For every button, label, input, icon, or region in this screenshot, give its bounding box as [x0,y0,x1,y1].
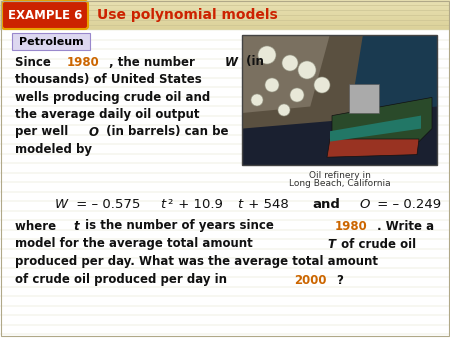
Circle shape [298,61,316,79]
Text: Long Beach, California: Long Beach, California [289,179,390,189]
Text: 1980: 1980 [67,55,99,69]
Text: = – 0.249: = – 0.249 [373,198,441,212]
Text: t: t [73,219,79,233]
Text: t: t [160,198,166,212]
Text: Use polynomial models: Use polynomial models [97,8,278,23]
Text: EXAMPLE 6: EXAMPLE 6 [8,9,82,22]
Text: (in barrels) can be: (in barrels) can be [102,125,229,139]
Polygon shape [330,116,421,142]
Text: is the number of years since: is the number of years since [81,219,278,233]
Text: W: W [55,198,68,212]
Text: of crude oil: of crude oil [338,238,417,250]
Text: 2000: 2000 [294,273,326,287]
Text: (in: (in [242,55,264,69]
FancyBboxPatch shape [12,33,90,50]
Polygon shape [242,35,330,113]
Text: thousands) of United States: thousands) of United States [15,73,202,86]
Text: T: T [327,238,335,250]
Text: per well: per well [15,125,72,139]
Bar [242,35,437,165]
Text: the average daily oil output: the average daily oil output [15,108,199,121]
Text: , the number: , the number [109,55,199,69]
Polygon shape [242,35,437,126]
Text: . Write a: . Write a [377,219,434,233]
Circle shape [265,78,279,92]
Circle shape [278,104,290,116]
Text: modeled by: modeled by [15,143,92,156]
Text: model for the average total amount: model for the average total amount [15,238,257,250]
Circle shape [314,77,330,93]
Text: wells producing crude oil and: wells producing crude oil and [15,91,210,103]
Text: Oil refinery in: Oil refinery in [309,170,370,179]
Text: W: W [225,55,238,69]
Circle shape [290,88,304,102]
Text: + 548: + 548 [244,198,297,212]
Text: O: O [360,198,370,212]
Circle shape [251,94,263,106]
Text: Petroleum: Petroleum [19,37,83,47]
Polygon shape [327,139,419,157]
Text: and: and [312,198,340,212]
Text: of crude oil produced per day in: of crude oil produced per day in [15,273,231,287]
Text: where: where [15,219,60,233]
Text: ²: ² [167,198,172,212]
Polygon shape [332,97,432,142]
Bar [242,35,437,165]
Text: = – 0.575: = – 0.575 [72,198,140,212]
Text: produced per day. What was the average total amount: produced per day. What was the average t… [15,256,378,268]
Bar [349,84,378,113]
Text: + 10.9: + 10.9 [174,198,223,212]
Circle shape [258,46,276,64]
Circle shape [282,55,298,71]
FancyBboxPatch shape [2,1,88,29]
Text: t: t [237,198,242,212]
Text: Since: Since [15,55,55,69]
Text: ?: ? [336,273,343,287]
Polygon shape [242,35,363,128]
Text: O: O [89,125,99,139]
Text: 1980: 1980 [335,219,368,233]
